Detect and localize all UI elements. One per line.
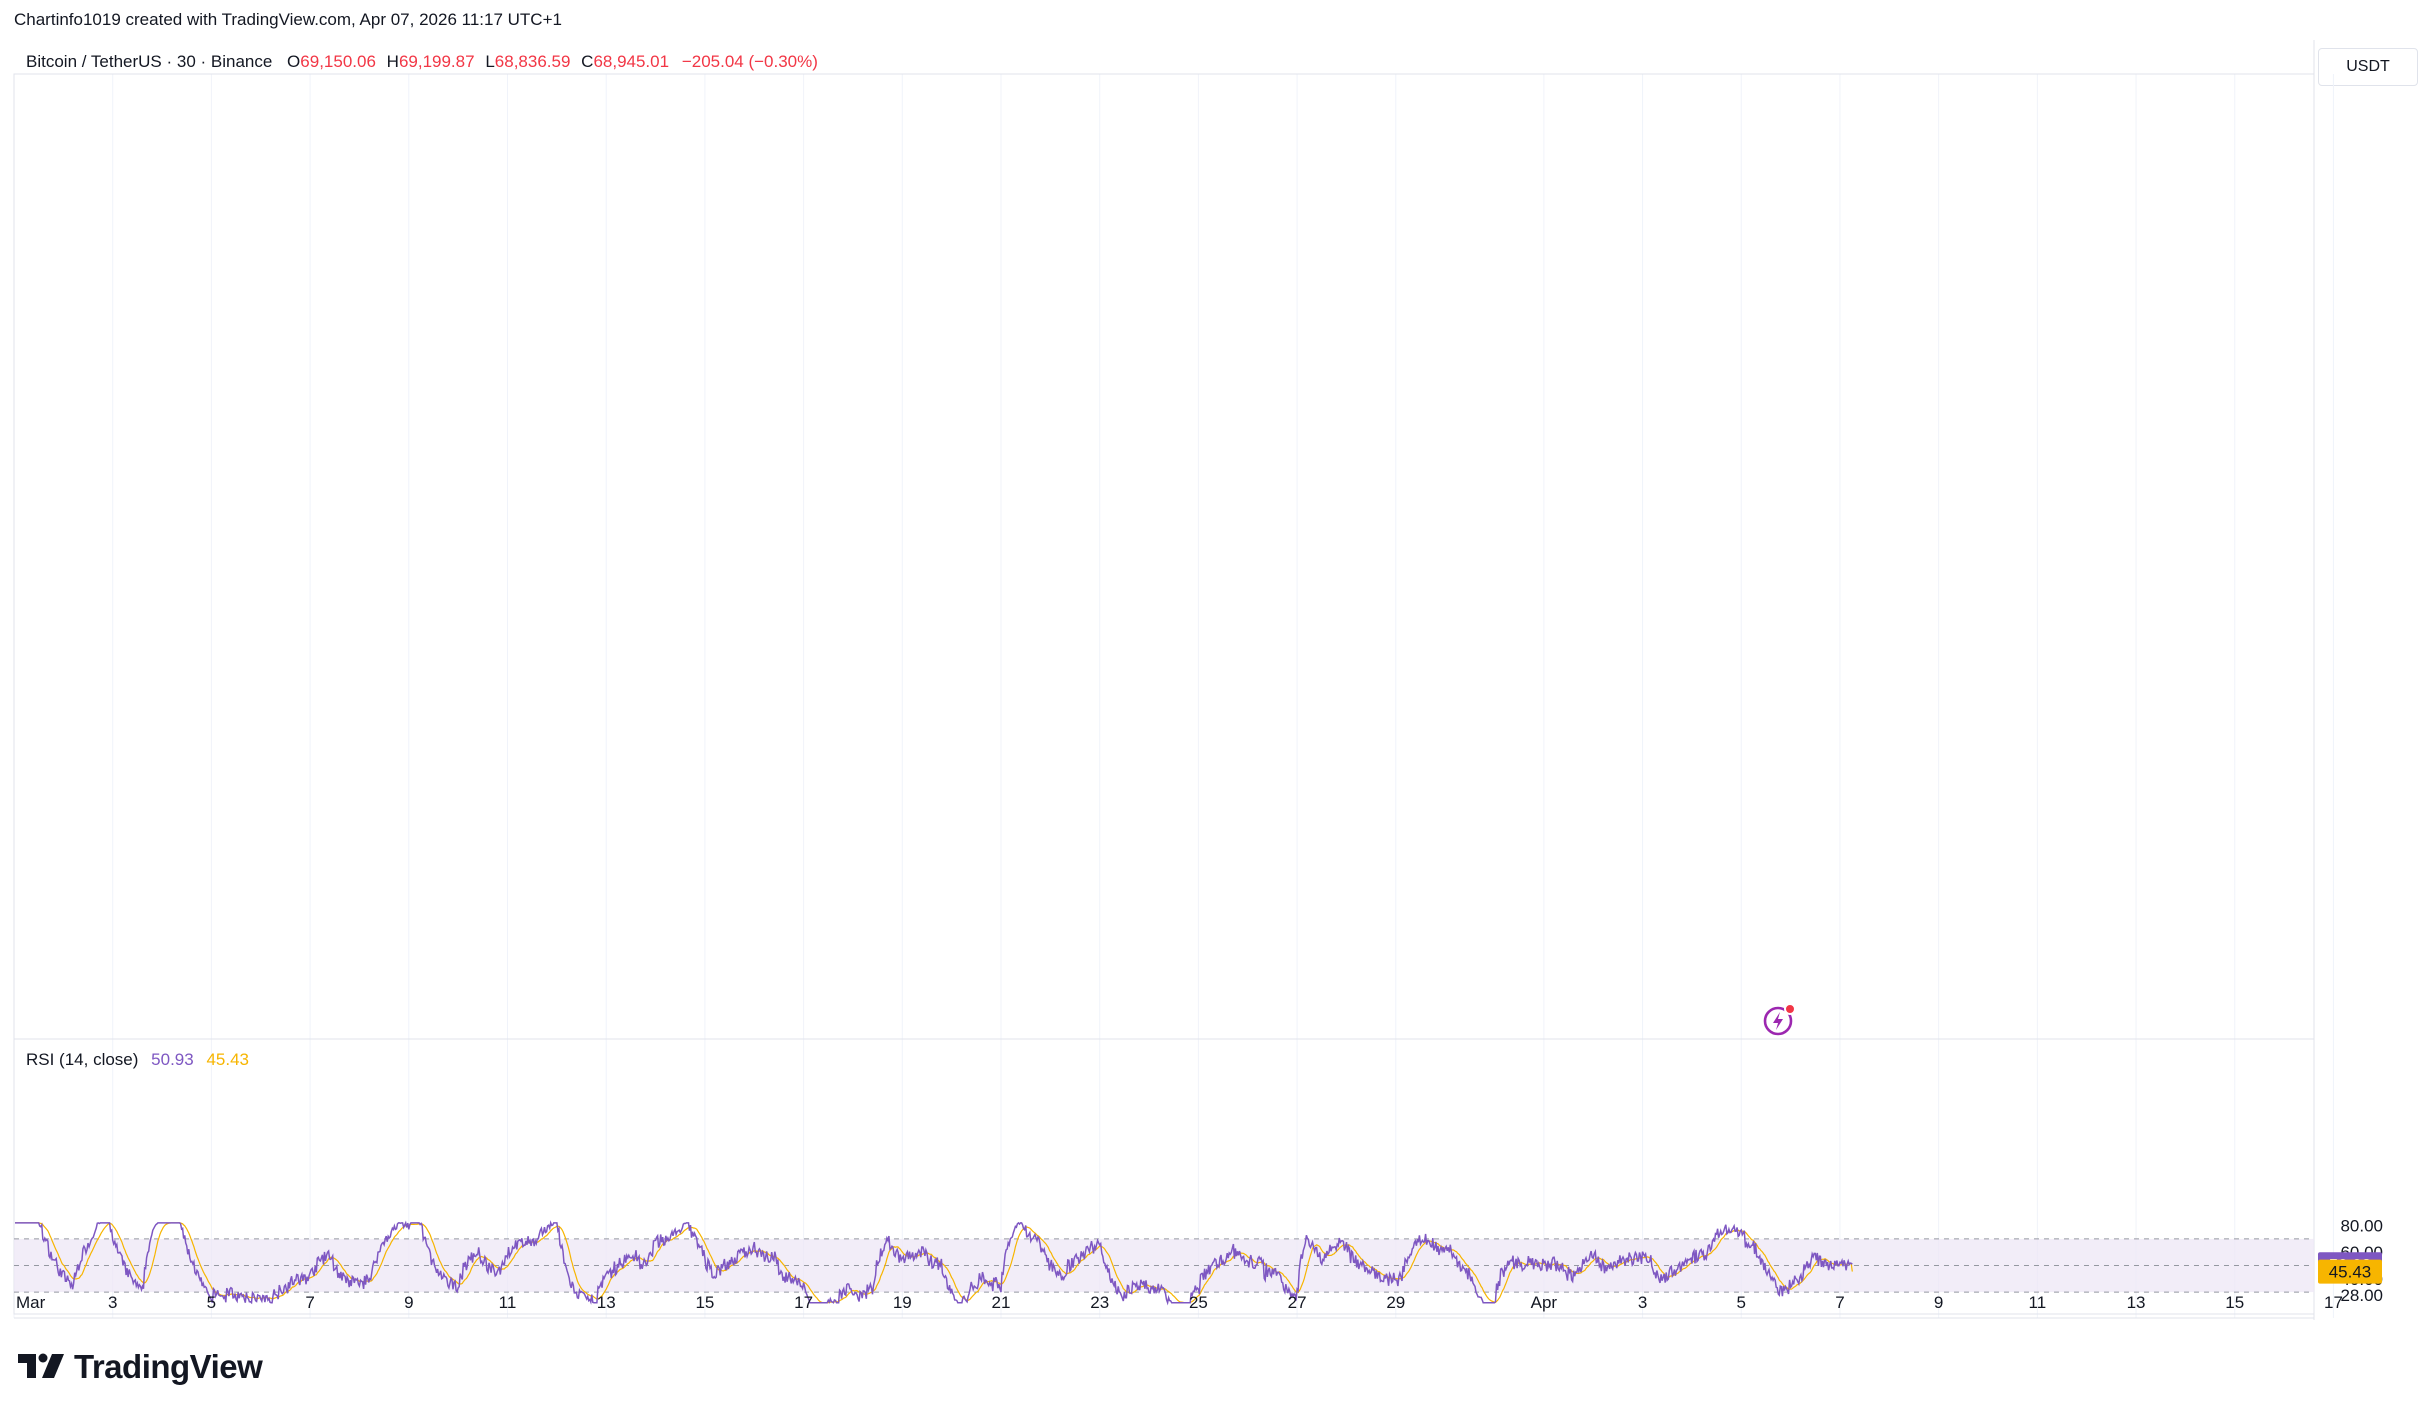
symbol-legend: Bitcoin / TetherUS · 30 · Binance O69,15… <box>26 52 818 72</box>
rsi-band <box>14 1238 2314 1293</box>
time-tick-label: 11 <box>499 1293 517 1312</box>
rsi-tick-label: 28.00 <box>2340 1286 2383 1305</box>
open-label: O <box>287 52 301 71</box>
currency-selector[interactable]: USDT <box>2318 48 2418 86</box>
rsi-tick-label: 80.00 <box>2340 1217 2383 1236</box>
rsi-line <box>15 1220 1853 1306</box>
time-tick-label: 3 <box>1638 1293 1647 1312</box>
close-label: C <box>581 52 594 71</box>
time-tick-label: 9 <box>404 1293 413 1312</box>
close-value: 68,945.01 <box>593 52 670 71</box>
alert-flash-icon[interactable] <box>1762 1002 1798 1038</box>
tradingview-logo[interactable]: TradingView <box>16 1346 263 1386</box>
chart-border <box>13 73 2315 1040</box>
chart-credit: Chartinfo1019 created with TradingView.c… <box>14 10 562 29</box>
time-tick-label: 19 <box>893 1293 912 1312</box>
high-label: H <box>386 52 399 71</box>
time-tick-label: 5 <box>207 1293 216 1312</box>
time-tick-label: 29 <box>1386 1293 1405 1312</box>
tradingview-logo-icon <box>18 1353 64 1378</box>
rsi-ma-tag-bg <box>2318 1259 2382 1284</box>
rsi-legend-value: 50.93 <box>151 1050 194 1069</box>
change-value: −205.04 (−0.30%) <box>681 52 818 71</box>
time-tick-label: 21 <box>992 1293 1011 1312</box>
time-tick-label: 7 <box>1835 1293 1844 1312</box>
rsi-ma-legend-value: 45.43 <box>206 1050 249 1069</box>
time-tick-label: 5 <box>1737 1293 1746 1312</box>
high-value: 69,199.87 <box>398 52 475 71</box>
time-tick-label: 11 <box>2029 1293 2047 1312</box>
time-tick-label: 13 <box>597 1293 616 1312</box>
time-tick-label: 3 <box>108 1293 117 1312</box>
time-tick-label: Apr <box>1531 1293 1558 1312</box>
tradingview-wordmark: TradingView <box>74 1348 263 1385</box>
chart-grid <box>13 74 2334 1318</box>
time-tick-label: 25 <box>1189 1293 1208 1312</box>
rsi-lines <box>15 1220 1853 1306</box>
time-tick-label: 17 <box>2324 1293 2343 1312</box>
symbol-name[interactable]: Bitcoin / TetherUS · 30 · Binance <box>26 52 273 71</box>
time-tick-label: 15 <box>2225 1293 2244 1312</box>
time-tick-label: 27 <box>1288 1293 1307 1312</box>
low-value: 68,836.59 <box>494 52 571 71</box>
time-tick-label: 15 <box>695 1293 714 1312</box>
time-tick-label: 9 <box>1934 1293 1943 1312</box>
rsi-label[interactable]: RSI (14, close) <box>26 1050 139 1069</box>
rsi-legend: RSI (14, close) 50.93 45.43 <box>26 1050 249 1070</box>
open-value: 69,150.06 <box>300 52 376 71</box>
time-tick-label: 13 <box>2127 1293 2146 1312</box>
time-tick-label: 7 <box>305 1293 314 1312</box>
time-axis-ticks: Mar 3 5 7 9 11 13 15 17 19 21 23 25 27 29 Apr 3 5 7 9 11 13 15… <box>16 1293 2343 1312</box>
time-tick-label: Mar <box>16 1293 46 1312</box>
low-label: L <box>485 52 495 71</box>
time-tick-label: 17 <box>794 1293 813 1312</box>
rsi-ma-tag-value: 45.43 <box>2329 1263 2372 1282</box>
time-tick-label: 23 <box>1090 1293 1109 1312</box>
